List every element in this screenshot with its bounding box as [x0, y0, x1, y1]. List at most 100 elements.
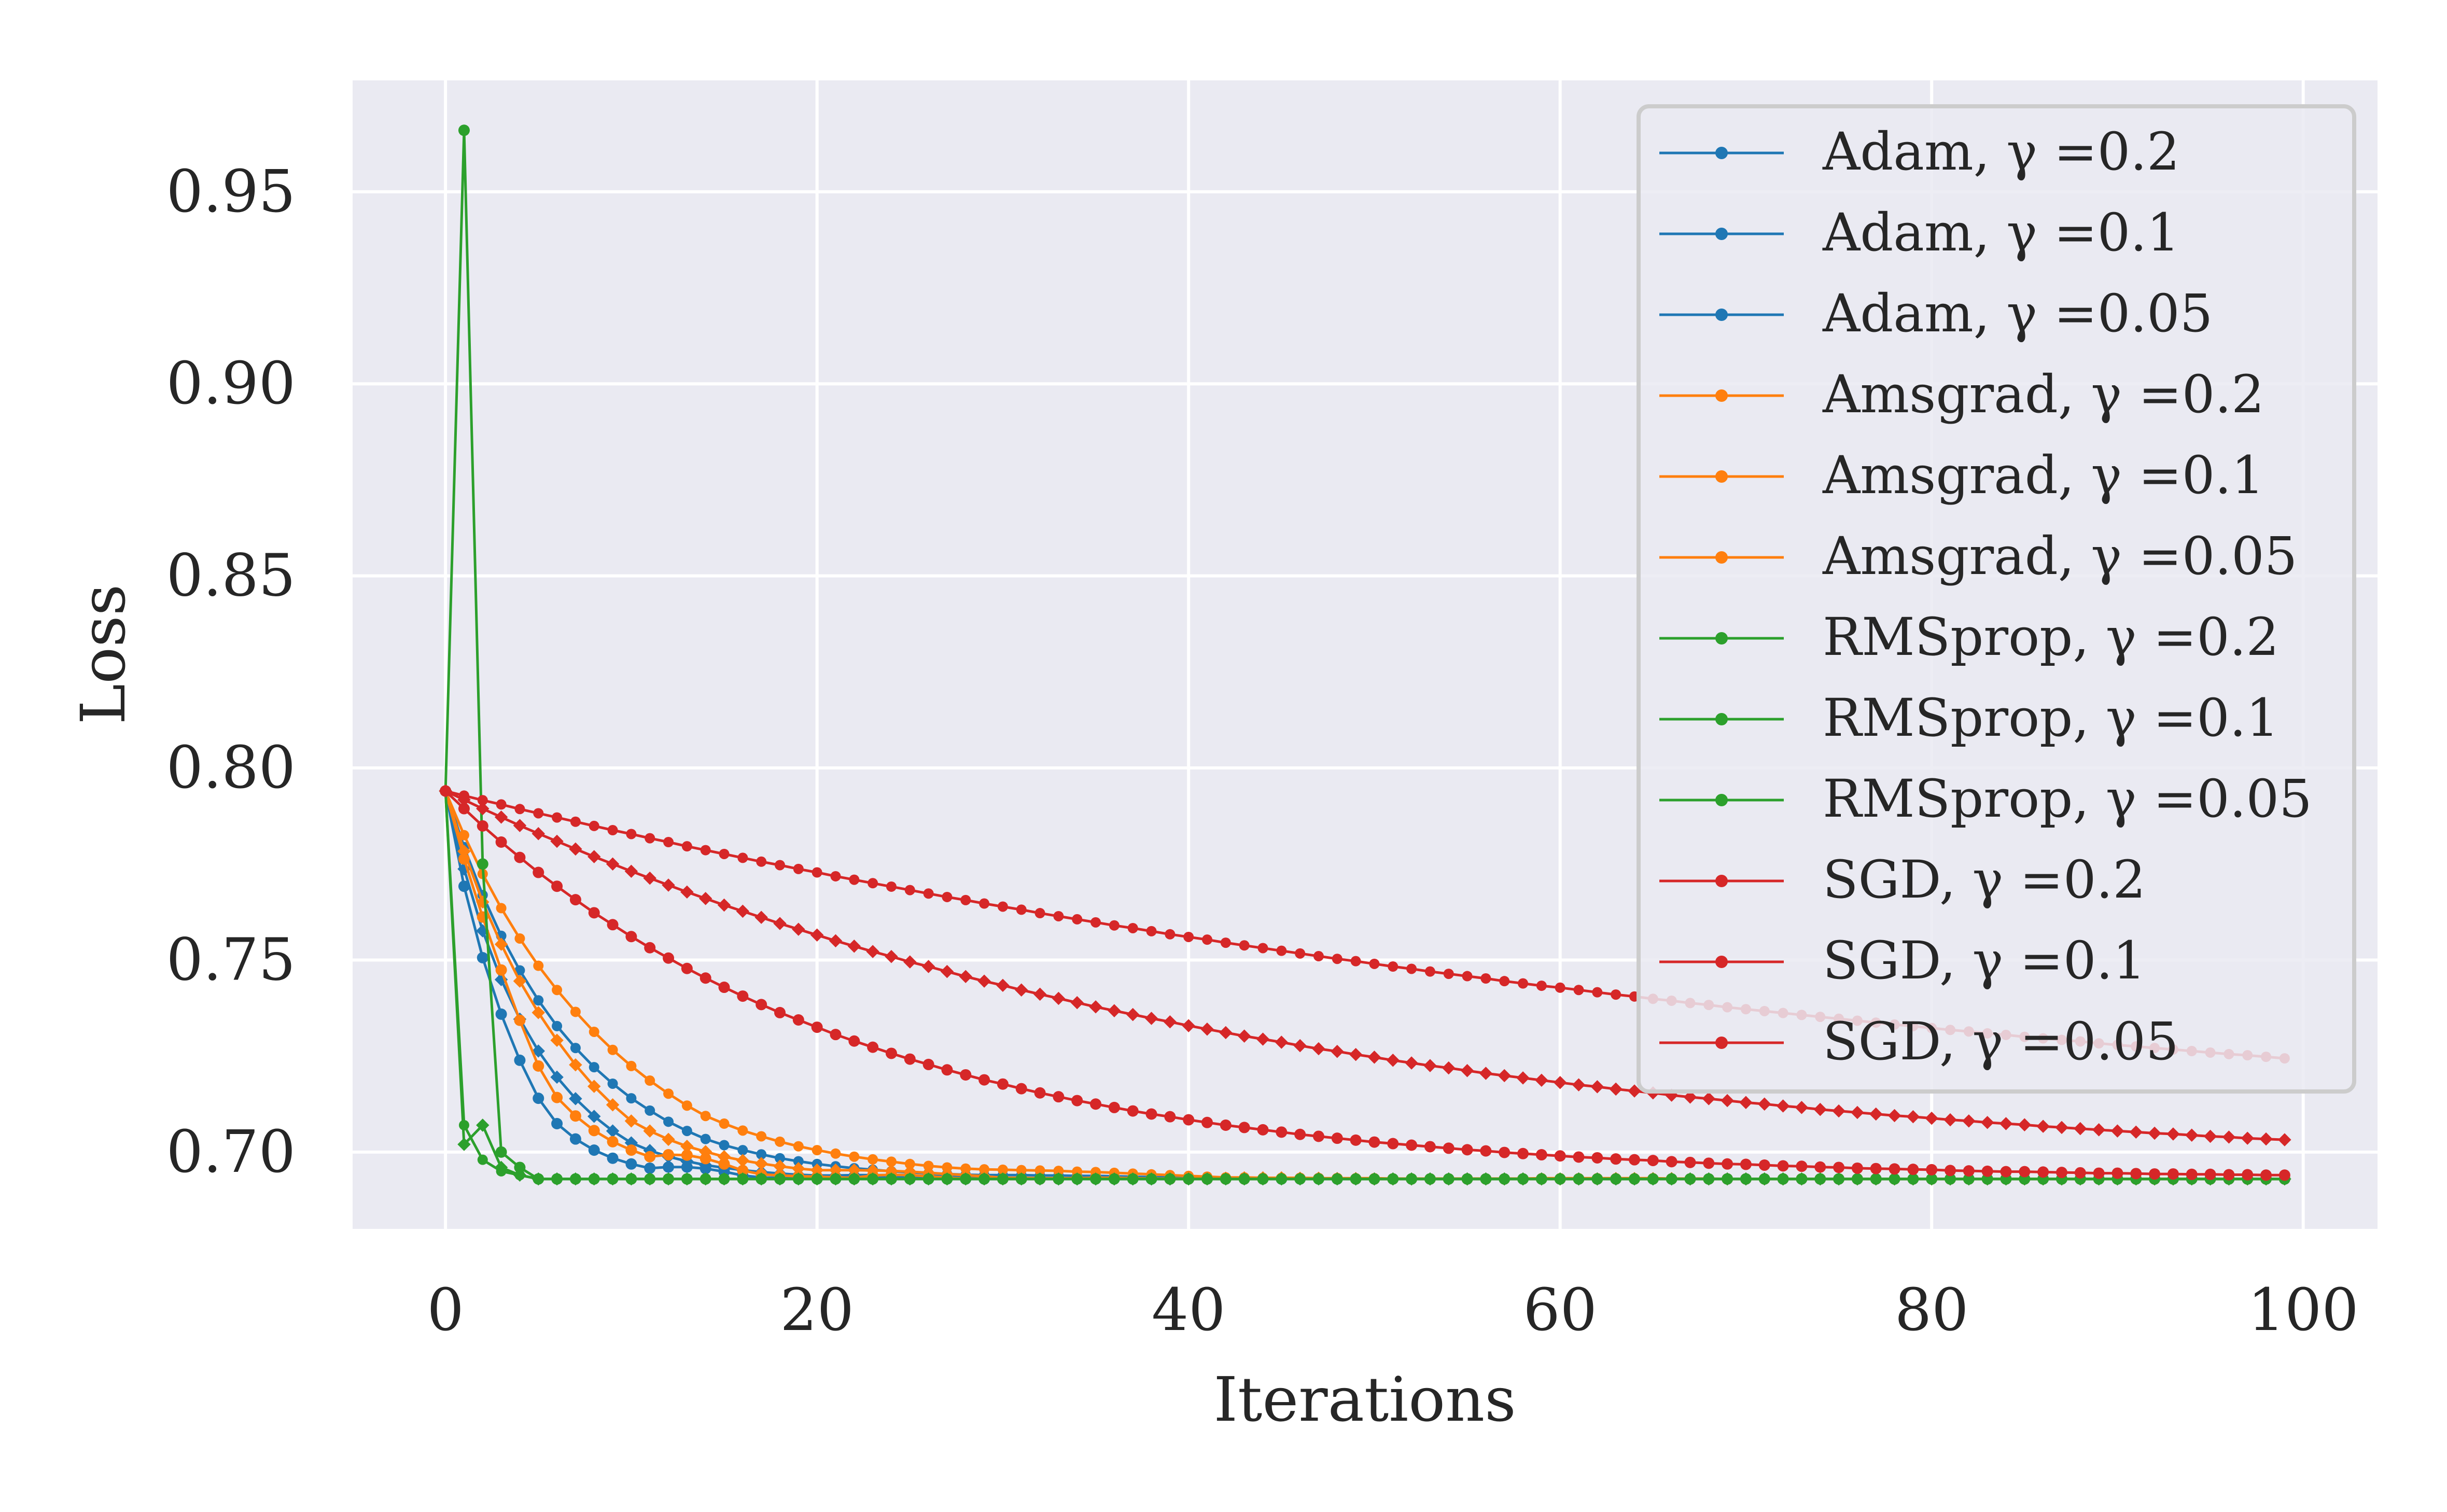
y-tick-label: 0.75 [166, 926, 296, 993]
data-point [2129, 1125, 2143, 1139]
data-point [1016, 904, 1027, 915]
data-point [1536, 1173, 1547, 1184]
data-point [886, 1173, 897, 1184]
data-point [681, 1173, 692, 1184]
data-point [2241, 1131, 2254, 1145]
y-tick-label: 0.90 [166, 350, 296, 417]
data-point [1962, 1114, 1976, 1128]
data-point [830, 1029, 842, 1041]
data-point [552, 1020, 563, 1031]
legend-item: RMSprop, γ =0.05 [1659, 768, 2312, 829]
data-point [1834, 1173, 1844, 1184]
data-point [793, 863, 804, 874]
data-point [552, 812, 563, 823]
data-point [700, 1133, 711, 1144]
series-line [444, 790, 2285, 1177]
data-point [1814, 1161, 1826, 1173]
data-point [774, 1173, 785, 1184]
data-point [1647, 1173, 1658, 1184]
data-point [1703, 1173, 1714, 1184]
data-point [700, 845, 711, 856]
data-point [2242, 1169, 2254, 1181]
data-point [904, 1173, 915, 1184]
data-point [1331, 1132, 1343, 1144]
legend-item: Adam, γ =0.2 [1659, 121, 2180, 182]
data-point [1722, 1158, 1733, 1170]
data-point [811, 1021, 823, 1033]
data-point [1925, 1111, 1938, 1125]
data-point [1480, 1173, 1491, 1184]
data-point [1220, 1173, 1231, 1184]
legend-item: Amsgrad, γ =0.2 [1659, 364, 2264, 425]
data-point [681, 1149, 693, 1161]
data-point [885, 1047, 897, 1059]
data-point [477, 820, 488, 832]
data-point [774, 1136, 785, 1147]
data-point [663, 1149, 675, 1161]
data-point [495, 964, 507, 976]
legend-label: SGD, γ =0.05 [1823, 1011, 2179, 1072]
data-point [756, 1173, 767, 1184]
data-point [1740, 1173, 1751, 1184]
data-point [663, 1173, 674, 1184]
data-point [588, 1125, 600, 1137]
data-point [1666, 1173, 1677, 1184]
data-point [681, 962, 693, 974]
data-point [1758, 1097, 1771, 1111]
data-point [533, 866, 544, 878]
data-point [1127, 922, 1138, 933]
data-point [458, 124, 470, 136]
data-point [1870, 1163, 1882, 1174]
data-point [1350, 1134, 1362, 1146]
data-point [1016, 1173, 1027, 1184]
data-point [2186, 1168, 2198, 1180]
data-point [514, 1014, 526, 1026]
legend-item: Adam, γ =0.05 [1659, 283, 2213, 344]
data-point [514, 804, 525, 815]
x-tick-label: 80 [1895, 1277, 1969, 1344]
data-point [663, 1161, 675, 1173]
data-point [1016, 1165, 1027, 1175]
data-point [1870, 1173, 1881, 1184]
data-point [979, 1164, 990, 1175]
legend-swatch-marker [1715, 794, 1728, 806]
data-point [1257, 943, 1268, 954]
y-axis-ticks: 0.70 0.75 0.80 0.85 0.90 0.95 [166, 158, 296, 1186]
data-point [1238, 1122, 1250, 1133]
data-point [960, 1163, 971, 1174]
data-point [756, 999, 767, 1011]
data-point [2204, 1168, 2216, 1180]
data-point [458, 880, 470, 892]
data-point [569, 1133, 581, 1145]
data-point [1796, 1173, 1807, 1184]
data-point [700, 1173, 711, 1184]
data-point [607, 1136, 619, 1147]
data-point [1778, 1173, 1788, 1184]
data-point [1257, 1124, 1269, 1136]
legend-swatch-marker [1715, 956, 1728, 968]
data-point [1072, 914, 1083, 925]
data-point [2223, 1169, 2235, 1181]
data-point [700, 1153, 711, 1165]
data-point [1776, 1099, 1790, 1113]
x-tick-label: 60 [1523, 1277, 1597, 1344]
x-axis-ticks: 0 20 40 60 80 100 [427, 1277, 2358, 1344]
data-point [1573, 985, 1584, 996]
data-point [774, 860, 785, 871]
data-point [1535, 1149, 1547, 1161]
data-point [1684, 1156, 1696, 1168]
data-point [923, 888, 934, 899]
data-point [1350, 1173, 1361, 1184]
data-point [1053, 1091, 1065, 1103]
data-point [1090, 917, 1101, 928]
data-point [625, 931, 637, 943]
y-tick-label: 0.85 [166, 542, 296, 610]
data-point [2093, 1167, 2105, 1179]
y-tick-label: 0.80 [166, 734, 296, 802]
data-point [569, 894, 581, 906]
data-point [496, 903, 507, 914]
data-point [477, 1154, 488, 1165]
data-point [1479, 1067, 1493, 1080]
data-point [1887, 1109, 1901, 1123]
data-point [645, 1173, 655, 1184]
